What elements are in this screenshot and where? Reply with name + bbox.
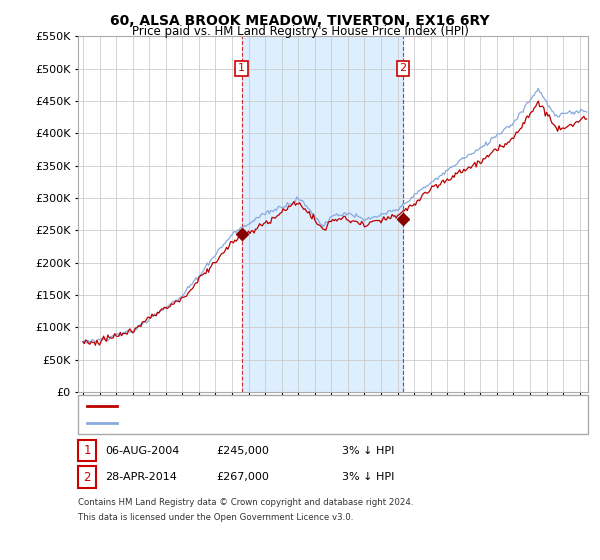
Text: 60, ALSA BROOK MEADOW, TIVERTON, EX16 6RY (detached house): 60, ALSA BROOK MEADOW, TIVERTON, EX16 6R… <box>123 401 457 411</box>
Text: 3% ↓ HPI: 3% ↓ HPI <box>342 472 394 482</box>
Text: Price paid vs. HM Land Registry's House Price Index (HPI): Price paid vs. HM Land Registry's House … <box>131 25 469 38</box>
Bar <box>242 36 403 392</box>
Text: 06-AUG-2004: 06-AUG-2004 <box>105 446 179 456</box>
Text: 3% ↓ HPI: 3% ↓ HPI <box>342 446 394 456</box>
Text: 60, ALSA BROOK MEADOW, TIVERTON, EX16 6RY: 60, ALSA BROOK MEADOW, TIVERTON, EX16 6R… <box>110 14 490 28</box>
Text: 1: 1 <box>83 444 91 458</box>
Text: 28-APR-2014: 28-APR-2014 <box>105 472 177 482</box>
Text: 2: 2 <box>83 470 91 484</box>
Text: This data is licensed under the Open Government Licence v3.0.: This data is licensed under the Open Gov… <box>78 513 353 522</box>
Text: £245,000: £245,000 <box>216 446 269 456</box>
Text: HPI: Average price, detached house, Mid Devon: HPI: Average price, detached house, Mid … <box>123 418 361 428</box>
Text: 1: 1 <box>238 63 245 73</box>
Text: Contains HM Land Registry data © Crown copyright and database right 2024.: Contains HM Land Registry data © Crown c… <box>78 498 413 507</box>
Text: £267,000: £267,000 <box>216 472 269 482</box>
Text: 2: 2 <box>400 63 406 73</box>
